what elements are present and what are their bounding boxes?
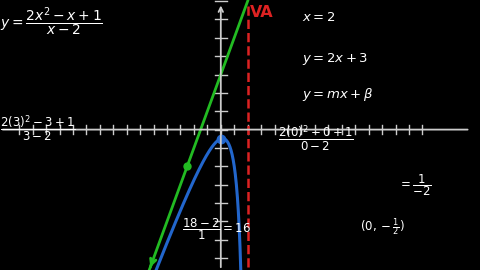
Text: $(0,-\frac{1}{2})$: $(0,-\frac{1}{2})$ (360, 216, 405, 238)
Text: $y=2x+3$: $y=2x+3$ (302, 51, 369, 67)
Text: $\dfrac{18-2}{1}=16$: $\dfrac{18-2}{1}=16$ (182, 216, 252, 242)
Text: $=\dfrac{1}{-2}$: $=\dfrac{1}{-2}$ (398, 173, 432, 198)
Text: $x=2$: $x=2$ (302, 11, 336, 24)
Text: $\dfrac{2(3)^2-3+1}{3-2}$: $\dfrac{2(3)^2-3+1}{3-2}$ (0, 113, 76, 144)
Text: $y=\dfrac{2x^2-x+1}{x-2}$: $y=\dfrac{2x^2-x+1}{x-2}$ (0, 5, 104, 38)
Text: $y=mx+\beta$: $y=mx+\beta$ (302, 86, 374, 103)
Text: $\dfrac{2(0)^2-0+1}{0-2}$: $\dfrac{2(0)^2-0+1}{0-2}$ (278, 124, 354, 154)
Text: VA: VA (250, 5, 273, 21)
